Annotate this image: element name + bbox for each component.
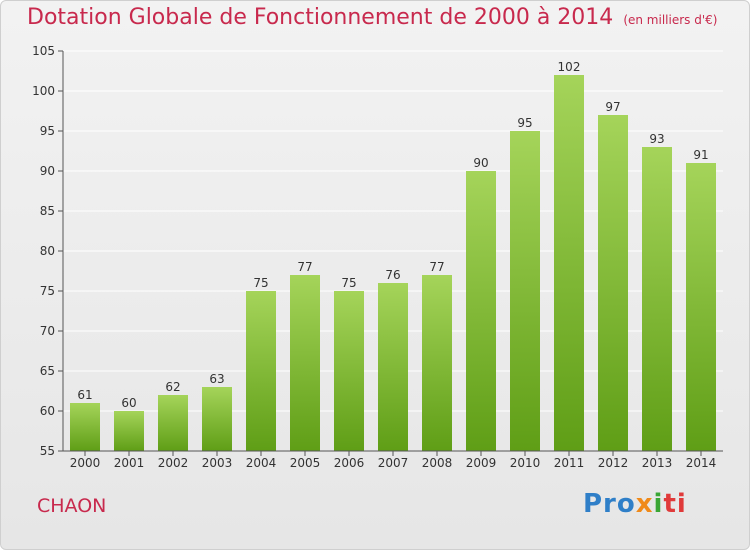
y-tick-label: 70 xyxy=(40,324,55,338)
bar xyxy=(334,291,364,451)
x-tick-label: 2011 xyxy=(554,456,585,470)
logo-part: i xyxy=(653,489,664,519)
x-tick-label: 2000 xyxy=(70,456,101,470)
bar-value-label: 91 xyxy=(693,148,708,162)
x-tick-label: 2007 xyxy=(378,456,409,470)
logo-part: x xyxy=(635,489,654,519)
bar-value-label: 75 xyxy=(253,276,268,290)
bar-value-label: 60 xyxy=(121,396,136,410)
x-tick-label: 2006 xyxy=(334,456,365,470)
bar xyxy=(510,131,540,451)
logo-part: Pro xyxy=(583,489,636,519)
bar xyxy=(422,275,452,451)
y-tick-label: 105 xyxy=(32,44,55,58)
bar xyxy=(466,171,496,451)
chart-title-block: Dotation Globale de Fonctionnement de 20… xyxy=(27,5,717,30)
bar xyxy=(554,75,584,451)
x-tick-label: 2012 xyxy=(598,456,629,470)
x-tick-label: 2004 xyxy=(246,456,277,470)
y-tick-label: 95 xyxy=(40,124,55,138)
x-tick-label: 2008 xyxy=(422,456,453,470)
bar-value-label: 63 xyxy=(209,372,224,386)
bar-value-label: 61 xyxy=(77,388,92,402)
proxiti-logo[interactable]: Proxiti xyxy=(583,489,687,519)
y-tick-label: 60 xyxy=(40,404,55,418)
bar-value-label: 75 xyxy=(341,276,356,290)
bar xyxy=(290,275,320,451)
bar xyxy=(246,291,276,451)
y-tick-label: 80 xyxy=(40,244,55,258)
bar-value-label: 90 xyxy=(473,156,488,170)
commune-name: CHAON xyxy=(37,495,107,517)
y-tick-label: 90 xyxy=(40,164,55,178)
bar xyxy=(378,283,408,451)
x-tick-label: 2002 xyxy=(158,456,189,470)
bar-value-label: 97 xyxy=(605,100,620,114)
x-tick-label: 2010 xyxy=(510,456,541,470)
y-tick-label: 55 xyxy=(40,444,55,458)
y-tick-label: 85 xyxy=(40,204,55,218)
bar xyxy=(642,147,672,451)
chart-title: Dotation Globale de Fonctionnement de 20… xyxy=(27,5,614,30)
bar-value-label: 76 xyxy=(385,268,400,282)
chart-unit: (en milliers d'€) xyxy=(623,13,718,27)
bar-value-label: 95 xyxy=(517,116,532,130)
x-tick-label: 2003 xyxy=(202,456,233,470)
x-tick-label: 2014 xyxy=(686,456,717,470)
bar xyxy=(686,163,716,451)
bar-value-label: 77 xyxy=(297,260,312,274)
bar xyxy=(158,395,188,451)
y-tick-label: 75 xyxy=(40,284,55,298)
logo-part: ti xyxy=(663,489,687,519)
bar-value-label: 62 xyxy=(165,380,180,394)
x-tick-label: 2001 xyxy=(114,456,145,470)
x-tick-label: 2013 xyxy=(642,456,673,470)
bar-value-label: 93 xyxy=(649,132,664,146)
x-tick-label: 2005 xyxy=(290,456,321,470)
bar xyxy=(202,387,232,451)
bar-value-label: 77 xyxy=(429,260,444,274)
bar-value-label: 102 xyxy=(558,60,581,74)
bar xyxy=(114,411,144,451)
bar xyxy=(598,115,628,451)
x-tick-label: 2009 xyxy=(466,456,497,470)
bar xyxy=(70,403,100,451)
y-tick-label: 100 xyxy=(32,84,55,98)
y-tick-label: 65 xyxy=(40,364,55,378)
